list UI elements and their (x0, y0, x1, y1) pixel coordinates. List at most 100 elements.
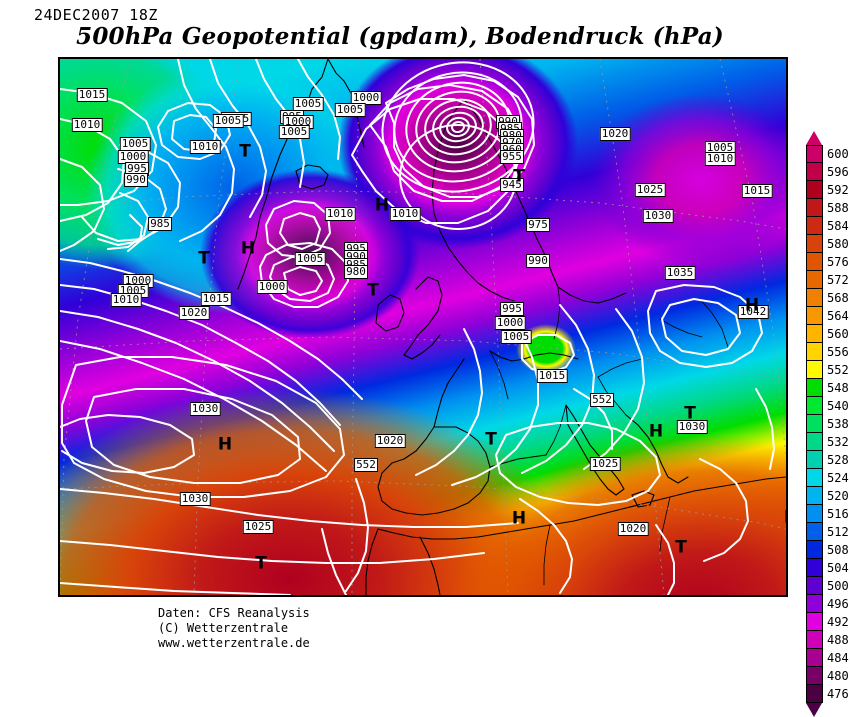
colorbar-swatch: 532 (806, 433, 849, 451)
low-pressure-marker: T (513, 166, 525, 187)
colorbar-tick-label: 528 (827, 452, 849, 467)
isobar-label: 1015 (536, 369, 568, 383)
colorbar-swatch: 584 (806, 217, 849, 235)
isobar-label: 975 (526, 218, 550, 232)
colorbar-tick-label: 596 (827, 164, 849, 179)
colorbar-tick-label: 540 (827, 398, 849, 413)
colorbar-tick-label: 484 (827, 650, 849, 665)
colorbar-tick-label: 556 (827, 344, 849, 359)
isobar-label: 1000 (256, 280, 288, 294)
isobar-label: 1005 (292, 97, 324, 111)
high-pressure-marker: H (648, 421, 664, 442)
low-pressure-marker: T (675, 537, 687, 558)
colorbar-swatch: 492 (806, 613, 849, 631)
isobar-label: 995 (125, 162, 149, 176)
colorbar-tick-label: 516 (827, 506, 849, 521)
colorbar-swatch: 560 (806, 325, 849, 343)
isobar-label: 1005 (500, 330, 532, 344)
colorbar-tick-label: 476 (827, 686, 849, 701)
isobar-label: 1025 (589, 457, 621, 471)
colorbar-swatch: 540 (806, 397, 849, 415)
isobar-label: 1035 (664, 266, 696, 280)
isobar-label: 1005 (334, 103, 366, 117)
colorbar-swatch: 596 (806, 163, 849, 181)
high-pressure-marker: H (784, 509, 786, 527)
low-pressure-marker: T (367, 280, 379, 301)
colorbar-swatch: 528 (806, 451, 849, 469)
colorbar-tick-label: 600 (827, 147, 849, 161)
footer-copyright: (C) Wetterzentrale (158, 621, 289, 635)
colorbar-swatch: 556 (806, 343, 849, 361)
colorbar-tick-label: 504 (827, 560, 849, 575)
colorbar-swatch: 600 (806, 145, 849, 163)
colorbar-swatch: 592 (806, 181, 849, 199)
colorbar-tick-label: 512 (827, 524, 849, 539)
isobar-label: 1042 (737, 305, 769, 319)
footer-website[interactable]: www.wetterzentrale.de (158, 636, 310, 650)
isobar-label: 955 (500, 150, 524, 164)
isobar-label: 1030 (179, 492, 211, 506)
isobar-label: 1030 (676, 420, 708, 434)
colorbar-swatch: 572 (806, 271, 849, 289)
isobar-label: 1030 (189, 402, 221, 416)
colorbar-swatch: 500 (806, 577, 849, 595)
colorbar-tick-label: 520 (827, 488, 849, 503)
colorbar-swatch: 576 (806, 253, 849, 271)
high-pressure-marker: H (374, 195, 390, 216)
isobars (60, 59, 775, 595)
colorbar-swatch: 552 (806, 361, 849, 379)
isobar-label: 995 (500, 302, 524, 316)
low-pressure-marker: T (239, 141, 251, 162)
colorbar-tick-label: 508 (827, 542, 849, 557)
colorbar-swatch: 538 (806, 415, 849, 433)
low-pressure-marker: T (485, 429, 497, 450)
colorbar-tick-label: 552 (827, 362, 849, 377)
isobar-label: 990 (124, 173, 148, 187)
colorbar-tick-label: 576 (827, 254, 849, 269)
isobar-label: 1025 (634, 183, 666, 197)
colorbar-swatch: 516 (806, 505, 849, 523)
high-pressure-marker: H (511, 508, 527, 529)
colorbar-tick-label: 492 (827, 614, 849, 629)
colorbar-swatch: 508 (806, 541, 849, 559)
colorbar-swatch: 484 (806, 649, 849, 667)
colorbar-tick-label: 568 (827, 290, 849, 305)
colorbar-swatch: 564 (806, 307, 849, 325)
colorbar-tick-label: 588 (827, 200, 849, 215)
colorbar-swatch: 520 (806, 487, 849, 505)
colorbar-tick-label: 580 (827, 236, 849, 251)
low-pressure-marker: T (684, 403, 696, 424)
low-pressure-marker: T (255, 553, 267, 574)
isobar-label: 1000 (494, 316, 526, 330)
isobar-label: 1010 (189, 140, 221, 154)
colorbar-tick-label: 560 (827, 326, 849, 341)
colorbar-tick-label: 496 (827, 596, 849, 611)
isobar-label: 990 (526, 254, 550, 268)
colorbar-tick-label: 538 (827, 416, 849, 431)
isobar-label: 1010 (389, 207, 421, 221)
colorbar-swatch: 580 (806, 235, 849, 253)
colorbar-tick-label: 548 (827, 380, 849, 395)
isobar-label: 980 (344, 265, 368, 279)
colorbar-tick-label: 500 (827, 578, 849, 593)
colorbar-swatch: 480 (806, 667, 849, 685)
colorbar-swatch: 504 (806, 559, 849, 577)
isobar-label: 1020 (178, 306, 210, 320)
isobar-label: 1015 (741, 184, 773, 198)
weather-map[interactable]: 1015101010051000995990101010351005995100… (58, 57, 788, 597)
isobar-label: 1010 (71, 118, 103, 132)
colorbar-bottom-arrow (806, 703, 822, 717)
colorbar[interactable]: 600 596 592 588 584 580 576 572 568 564 560 556 552 5… (806, 145, 849, 703)
colorbar-tick-label: 572 (827, 272, 849, 287)
isobar-label: 1030 (642, 209, 674, 223)
isobar-label: 1000 (350, 91, 382, 105)
isobar-label: 1020 (599, 127, 631, 141)
isobar-label: 985 (148, 217, 172, 231)
isobar-label: 1025 (242, 520, 274, 534)
isobar-label: 1010 (324, 207, 356, 221)
chart-title: 500hPa Geopotential (gpdam), Bodendruck … (76, 23, 724, 50)
isobar-label: 1020 (617, 522, 649, 536)
isobar-label: 945 (500, 178, 524, 192)
isobar-label: 1005 (278, 125, 310, 139)
chart-datestamp: 24DEC2007 18Z (34, 6, 158, 24)
